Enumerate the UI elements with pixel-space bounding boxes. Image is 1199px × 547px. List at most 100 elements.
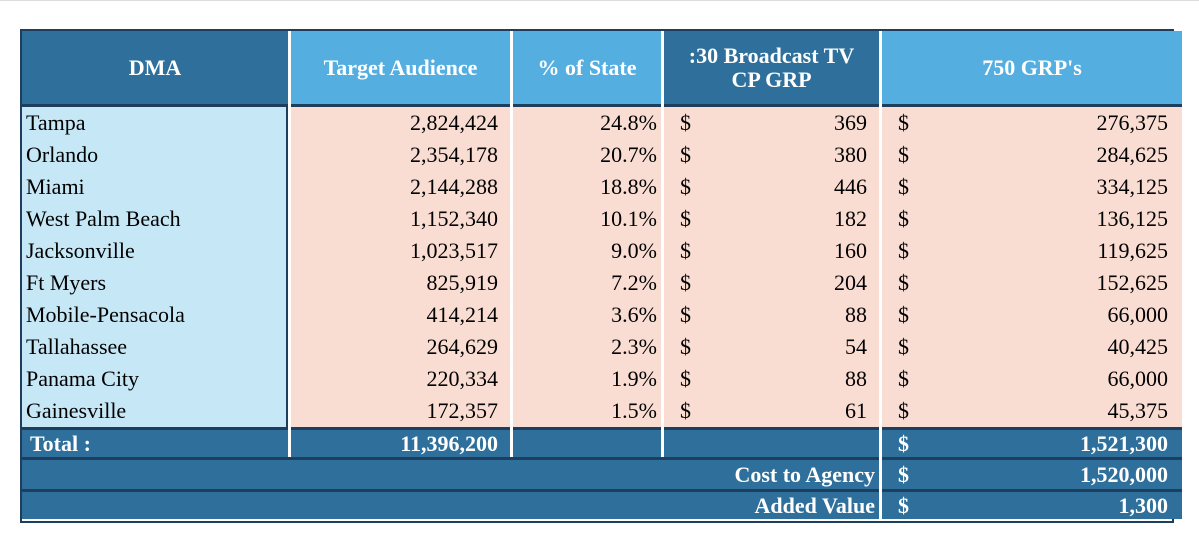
total-empty-cp xyxy=(664,427,879,457)
row-audience: 825,919 xyxy=(426,270,499,295)
row-cost-cell: $136,125 xyxy=(882,203,1182,235)
row-cost-cell: $152,625 xyxy=(882,267,1182,299)
row-audience: 1,023,517 xyxy=(410,238,498,263)
row-cost-cell: $66,000 xyxy=(882,299,1182,331)
cost-to-agency-currency: $ xyxy=(898,461,909,487)
row-cp-grp-cell: $182 xyxy=(664,203,879,235)
header-dma: DMA xyxy=(22,31,288,107)
row-cost: 276,375 xyxy=(1096,110,1169,135)
row-audience-cell: 2,144,288 xyxy=(291,171,510,203)
row-cost-cell: $66,000 xyxy=(882,363,1182,395)
row-dma: Gainesville xyxy=(26,398,127,423)
row-cost: 334,125 xyxy=(1096,174,1169,199)
row-dma-cell: Tallahassee xyxy=(22,331,288,363)
row-cost: 284,625 xyxy=(1096,142,1169,167)
header-dma-label: DMA xyxy=(128,54,182,80)
row-dma: Tampa xyxy=(26,110,86,135)
row-cp-grp-cell: $446 xyxy=(664,171,879,203)
header-broadcast-line2: CP GRP xyxy=(731,66,812,92)
row-cp-grp-currency: $ xyxy=(680,366,691,391)
row-cost-currency: $ xyxy=(898,398,909,423)
row-cost-currency: $ xyxy=(898,334,909,359)
row-pct: 10.1% xyxy=(600,206,657,231)
row-audience-cell: 2,354,178 xyxy=(291,139,510,171)
cost-to-agency-label: Cost to Agency xyxy=(734,461,875,487)
row-pct-cell: 10.1% xyxy=(513,203,661,235)
row-cp-grp: 380 xyxy=(834,142,867,167)
row-pct-cell: 1.5% xyxy=(513,395,661,427)
row-cost: 152,625 xyxy=(1096,270,1169,295)
row-pct-cell: 7.2% xyxy=(513,267,661,299)
cost-to-agency-cell: $ 1,520,000 xyxy=(882,457,1182,489)
row-dma: Orlando xyxy=(26,142,99,167)
row-audience-cell: 1,023,517 xyxy=(291,235,510,267)
row-pct: 24.8% xyxy=(600,110,657,135)
row-dma: Jacksonville xyxy=(26,238,135,263)
row-audience: 1,152,340 xyxy=(410,206,498,231)
row-cost-currency: $ xyxy=(898,302,909,327)
row-audience: 220,334 xyxy=(426,366,499,391)
row-audience-cell: 414,214 xyxy=(291,299,510,331)
total-audience: 11,396,200 xyxy=(400,430,498,456)
total-cost-cell: $ 1,521,300 xyxy=(882,427,1182,457)
row-cp-grp: 61 xyxy=(845,398,867,423)
row-pct: 1.5% xyxy=(611,398,657,423)
row-cost-currency: $ xyxy=(898,174,909,199)
row-dma-cell: Orlando xyxy=(22,139,288,171)
row-cp-grp-currency: $ xyxy=(680,334,691,359)
row-cp-grp: 88 xyxy=(845,366,867,391)
row-cp-grp-cell: $160 xyxy=(664,235,879,267)
row-pct: 20.7% xyxy=(600,142,657,167)
total-empty-pct xyxy=(513,427,661,457)
row-dma-cell: Panama City xyxy=(22,363,288,395)
row-dma: Panama City xyxy=(26,366,140,391)
row-cp-grp-currency: $ xyxy=(680,270,691,295)
row-audience: 2,824,424 xyxy=(410,110,498,135)
dma-cost-table: DMA Target Audience % of State :30 Broad… xyxy=(20,29,1182,523)
total-cost: 1,521,300 xyxy=(1080,430,1168,456)
row-cost-cell: $45,375 xyxy=(882,395,1182,427)
row-cp-grp: 204 xyxy=(834,270,867,295)
table-grid: DMA Target Audience % of State :30 Broad… xyxy=(22,31,1182,521)
row-dma-cell: Jacksonville xyxy=(22,235,288,267)
row-cost-currency: $ xyxy=(898,206,909,231)
cost-to-agency-label-cell: Cost to Agency xyxy=(22,457,879,489)
added-value-label-cell: Added Value xyxy=(22,489,879,519)
row-pct: 7.2% xyxy=(611,270,657,295)
top-rule xyxy=(0,0,1199,1)
row-pct-cell: 2.3% xyxy=(513,331,661,363)
row-cost: 119,625 xyxy=(1097,238,1168,263)
row-dma: Miami xyxy=(26,174,85,199)
total-audience-cell: 11,396,200 xyxy=(291,427,510,457)
row-cost: 136,125 xyxy=(1096,206,1169,231)
row-cost-cell: $334,125 xyxy=(882,171,1182,203)
row-cost: 45,375 xyxy=(1107,398,1169,423)
total-label: Total : xyxy=(30,430,91,456)
row-cost-currency: $ xyxy=(898,110,909,135)
row-cp-grp: 446 xyxy=(834,174,867,199)
row-cp-grp-cell: $88 xyxy=(664,299,879,331)
row-pct-cell: 24.8% xyxy=(513,107,661,139)
row-pct-cell: 9.0% xyxy=(513,235,661,267)
row-cp-grp-cell: $369 xyxy=(664,107,879,139)
row-cp-grp: 369 xyxy=(834,110,867,135)
row-pct-cell: 3.6% xyxy=(513,299,661,331)
row-audience-cell: 264,629 xyxy=(291,331,510,363)
row-dma-cell: West Palm Beach xyxy=(22,203,288,235)
row-pct-cell: 18.8% xyxy=(513,171,661,203)
row-audience-cell: 825,919 xyxy=(291,267,510,299)
row-audience-cell: 2,824,424 xyxy=(291,107,510,139)
row-audience: 414,214 xyxy=(426,302,499,327)
row-cp-grp-cell: $54 xyxy=(664,331,879,363)
row-cp-grp-cell: $380 xyxy=(664,139,879,171)
row-dma-cell: Ft Myers xyxy=(22,267,288,299)
row-dma-cell: Tampa xyxy=(22,107,288,139)
header-broadcast-line1: :30 Broadcast TV xyxy=(688,42,855,68)
row-cp-grp-currency: $ xyxy=(680,302,691,327)
row-audience: 2,354,178 xyxy=(410,142,498,167)
row-cp-grp-currency: $ xyxy=(680,206,691,231)
row-dma-cell: Mobile-Pensacola xyxy=(22,299,288,331)
row-cp-grp-currency: $ xyxy=(680,142,691,167)
row-audience: 2,144,288 xyxy=(410,174,498,199)
row-dma-cell: Gainesville xyxy=(22,395,288,427)
